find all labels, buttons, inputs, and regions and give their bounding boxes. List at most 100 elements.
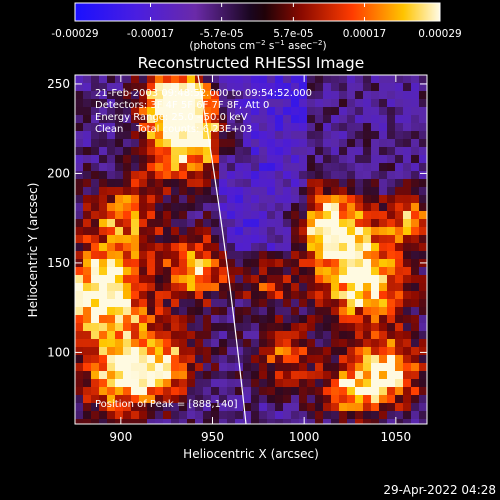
image-pixel — [179, 371, 188, 380]
image-pixel — [123, 339, 132, 348]
image-pixel — [323, 75, 332, 84]
image-pixel — [275, 403, 284, 412]
image-pixel — [395, 147, 404, 156]
image-pixel — [123, 171, 132, 180]
image-pixel — [243, 307, 252, 316]
image-pixel — [171, 299, 180, 308]
image-pixel — [307, 275, 316, 284]
image-pixel — [403, 123, 412, 132]
image-pixel — [387, 275, 396, 284]
image-pixel — [131, 211, 140, 220]
image-pixel — [267, 387, 276, 396]
image-pixel — [347, 395, 356, 404]
image-pixel — [331, 403, 340, 412]
image-pixel — [139, 243, 148, 252]
image-pixel — [179, 179, 188, 188]
image-pixel — [323, 403, 332, 412]
image-pixel — [387, 163, 396, 172]
image-pixel — [371, 75, 380, 84]
image-pixel — [307, 307, 316, 316]
image-pixel — [307, 171, 316, 180]
image-pixel — [323, 99, 332, 108]
image-pixel — [75, 363, 84, 372]
image-pixel — [187, 179, 196, 188]
image-pixel — [267, 211, 276, 220]
image-pixel — [75, 347, 84, 356]
image-pixel — [83, 83, 92, 92]
image-pixel — [339, 115, 348, 124]
image-pixel — [187, 171, 196, 180]
image-pixel — [355, 291, 364, 300]
image-pixel — [403, 323, 412, 332]
image-pixel — [403, 379, 412, 388]
image-pixel — [371, 131, 380, 140]
image-pixel — [331, 323, 340, 332]
image-pixel — [83, 163, 92, 172]
image-pixel — [283, 155, 292, 164]
image-pixel — [131, 331, 140, 340]
image-pixel — [347, 163, 356, 172]
image-pixel — [347, 179, 356, 188]
image-pixel — [195, 187, 204, 196]
image-pixel — [107, 123, 116, 132]
image-pixel — [75, 123, 84, 132]
image-pixel — [347, 251, 356, 260]
image-pixel — [387, 147, 396, 156]
image-pixel — [75, 267, 84, 276]
image-pixel — [219, 259, 228, 268]
x-tick-label: 1000 — [289, 430, 320, 444]
image-pixel — [363, 323, 372, 332]
image-pixel — [259, 315, 268, 324]
image-pixel — [91, 99, 100, 108]
image-pixel — [91, 187, 100, 196]
image-pixel — [283, 219, 292, 228]
image-pixel — [331, 107, 340, 116]
image-pixel — [283, 411, 292, 420]
image-pixel — [419, 83, 427, 92]
image-pixel — [379, 235, 388, 244]
image-pixel — [163, 355, 172, 364]
image-pixel — [147, 339, 156, 348]
image-pixel — [123, 403, 132, 412]
image-pixel — [211, 283, 220, 292]
image-pixel — [331, 91, 340, 100]
image-pixel — [259, 251, 268, 260]
image-pixel — [275, 115, 284, 124]
image-pixel — [347, 403, 356, 412]
image-pixel — [139, 259, 148, 268]
image-pixel — [139, 411, 148, 420]
image-pixel — [203, 243, 212, 252]
image-pixel — [323, 339, 332, 348]
image-pixel — [339, 203, 348, 212]
image-pixel — [355, 315, 364, 324]
image-pixel — [211, 139, 220, 148]
image-pixel — [291, 115, 300, 124]
image-pixel — [267, 147, 276, 156]
image-pixel — [387, 139, 396, 148]
image-pixel — [267, 75, 276, 84]
image-pixel — [339, 227, 348, 236]
image-pixel — [275, 123, 284, 132]
image-pixel — [331, 163, 340, 172]
image-pixel — [275, 91, 284, 100]
image-pixel — [371, 219, 380, 228]
image-pixel — [171, 387, 180, 396]
image-pixel — [171, 227, 180, 236]
image-pixel — [411, 323, 420, 332]
image-pixel — [355, 323, 364, 332]
image-pixel — [387, 259, 396, 268]
image-pixel — [235, 275, 244, 284]
image-pixel — [315, 403, 324, 412]
image-pixel — [83, 323, 92, 332]
image-pixel — [91, 419, 100, 424]
image-pixel — [171, 259, 180, 268]
image-pixel — [203, 171, 212, 180]
image-pixel — [187, 163, 196, 172]
image-pixel — [139, 171, 148, 180]
image-pixel — [91, 235, 100, 244]
image-pixel — [275, 219, 284, 228]
image-pixel — [123, 355, 132, 364]
image-pixel — [267, 411, 276, 420]
image-pixel — [203, 115, 212, 124]
image-pixel — [83, 251, 92, 260]
